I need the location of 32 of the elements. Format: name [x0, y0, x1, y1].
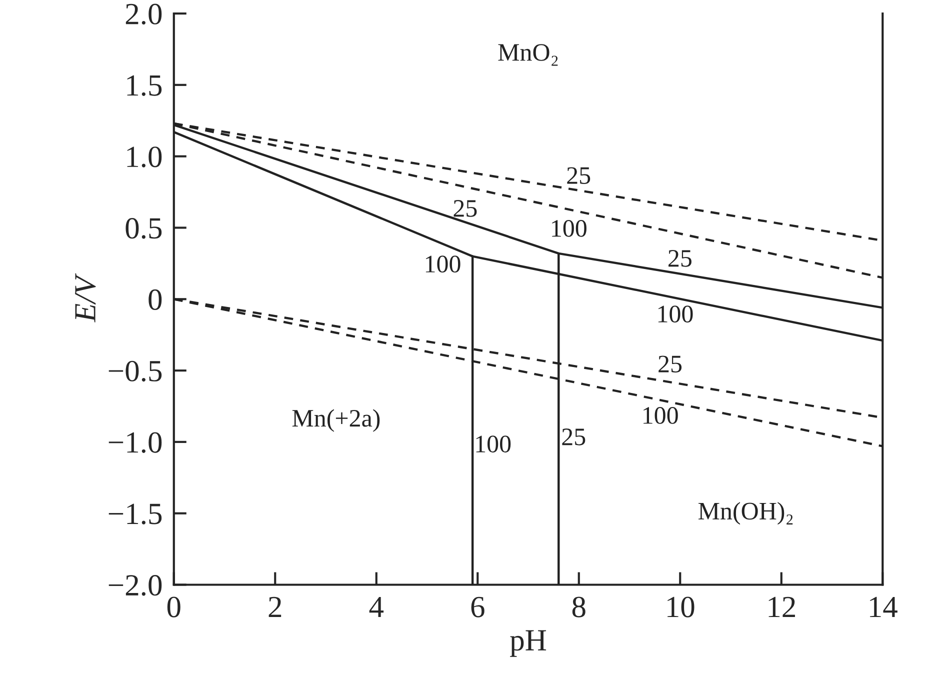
x-tick-label: 0 — [167, 596, 180, 618]
y-tick-label: 0 — [148, 289, 162, 310]
y-tick-label: 0.5 — [126, 218, 162, 239]
y-tick-label: −0.5 — [108, 360, 162, 382]
y-tick-label: 1.0 — [127, 146, 162, 168]
annotation: 25 — [454, 200, 477, 217]
x-tick-label: 14 — [870, 596, 898, 618]
x-axis-title: pH — [510, 630, 546, 657]
x-tick-label: 10 — [668, 596, 694, 618]
annotation: Mn(OH)₂ — [698, 502, 793, 525]
annotation: 100 — [552, 220, 586, 237]
annotation: 25 — [562, 428, 586, 446]
annotation: 100 — [658, 306, 693, 323]
y-tick-label: −1.0 — [108, 432, 162, 453]
annotation: 100 — [644, 407, 678, 424]
y-tick-label: 2.0 — [126, 4, 162, 25]
x-tick-label: 4 — [369, 596, 384, 618]
x-tick-label: 6 — [471, 596, 484, 618]
annotation: 100 — [476, 436, 511, 452]
annotation: 100 — [426, 256, 460, 273]
annotation: MnO₂ — [498, 44, 558, 66]
y-axis-title: E/V — [75, 273, 96, 322]
annotation: 25 — [668, 250, 692, 267]
annotation: 25 — [658, 356, 682, 373]
annotation: Mn(+2a) — [292, 409, 380, 432]
x-tick-label: 8 — [572, 596, 586, 618]
y-tick-label: 1.5 — [127, 75, 162, 96]
annotation: 25 — [567, 167, 590, 184]
x-tick-label: 2 — [268, 596, 282, 618]
y-tick-label: −2.0 — [108, 575, 162, 596]
x-tick-label: 12 — [768, 596, 795, 618]
y-tick-label: −1.5 — [108, 504, 162, 524]
